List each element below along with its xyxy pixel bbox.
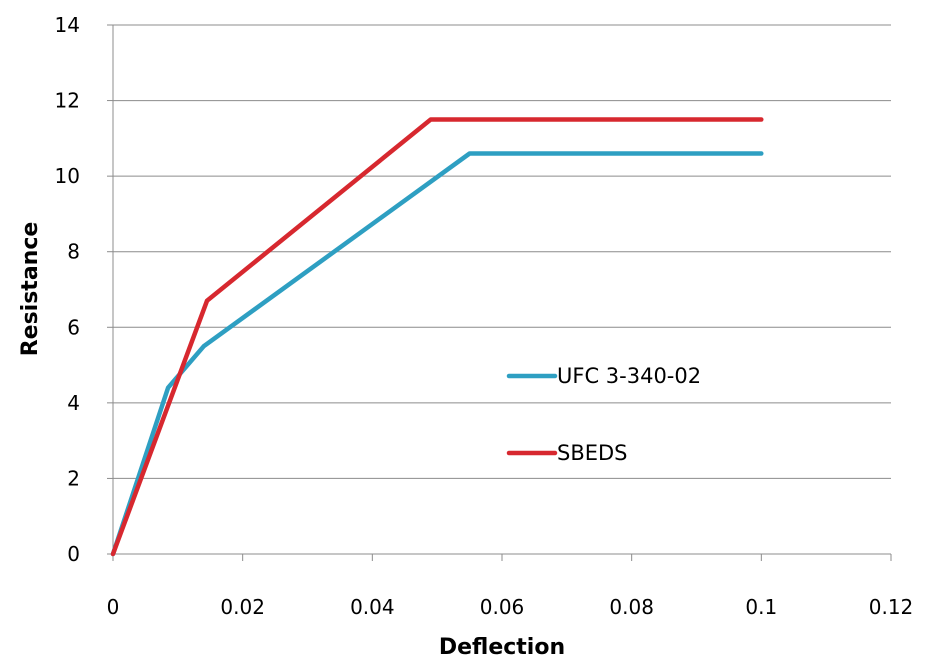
x-tick-label-1: 0.02 <box>220 595 265 619</box>
x-axis-title: Deflection <box>439 635 565 656</box>
tick-labels: 0 2 4 6 8 10 12 14 0 0.02 0.04 0.06 0.08 0.1 0.12 <box>55 13 914 619</box>
series-line-0 <box>110 151 764 557</box>
legend-label-0: UFC 3-340-02 <box>557 364 701 388</box>
y-tick-label-7: 14 <box>55 13 80 37</box>
series-line-1 <box>110 117 764 557</box>
y-tick-label-1: 2 <box>67 466 80 490</box>
x-tick-label-3: 0.06 <box>480 595 525 619</box>
legend-label-1: SBEDS <box>557 441 628 465</box>
y-tick-label-6: 12 <box>55 89 80 113</box>
y-tick-label-2: 4 <box>67 391 80 415</box>
x-tick-label-2: 0.04 <box>350 595 395 619</box>
y-tick-label-5: 10 <box>55 164 80 188</box>
y-tick-label-3: 6 <box>67 315 80 339</box>
x-tick-label-5: 0.1 <box>745 595 777 619</box>
y-tick-label-4: 8 <box>67 240 80 264</box>
axes <box>107 24 892 561</box>
x-tick-label-4: 0.08 <box>609 595 654 619</box>
y-axis-title: Resistance <box>18 222 43 357</box>
series-lines <box>110 117 764 557</box>
gridlines <box>113 24 891 479</box>
x-tick-label-6: 0.12 <box>869 595 914 619</box>
legend: UFC 3-340-02 SBEDS <box>506 364 701 465</box>
y-tick-label-0: 0 <box>67 542 80 566</box>
x-tick-label-0: 0 <box>107 595 120 619</box>
